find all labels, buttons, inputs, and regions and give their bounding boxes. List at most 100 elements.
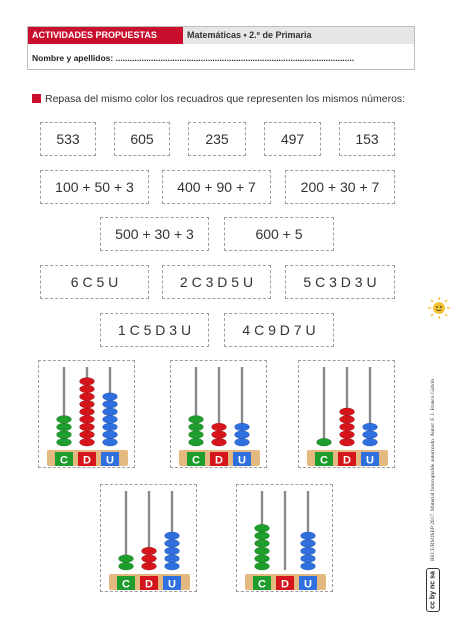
place-label-tile [315, 452, 333, 466]
place-label: C [258, 579, 266, 591]
abacus-bead [211, 422, 227, 432]
abacus-bead [141, 554, 157, 563]
place-label-tile [55, 452, 73, 466]
abacus-bead [339, 407, 355, 416]
abacus-bead [79, 407, 95, 416]
sum-box[interactable]: 200 + 30 + 7 [285, 170, 395, 204]
place-value-box[interactable]: 6 C 5 U [40, 265, 149, 299]
abacus-bead [79, 392, 95, 401]
place-label-tile [233, 452, 251, 466]
abacus-bead [79, 415, 95, 424]
place-label: D [215, 455, 223, 467]
abacus-bead [141, 546, 157, 556]
place-value-box[interactable]: 2 C 3 D 5 U [162, 265, 271, 299]
abacus-bead [79, 400, 95, 409]
abacus-bead [211, 430, 227, 439]
place-label: C [192, 455, 200, 467]
abacus-bead [300, 554, 316, 563]
abacus-bead [164, 531, 180, 540]
red-square-icon [32, 94, 41, 103]
abacus-bead [79, 438, 95, 447]
sum-box[interactable]: 600 + 5 [224, 217, 334, 251]
sum-box[interactable]: 100 + 50 + 3 [40, 170, 149, 204]
place-label-tile [117, 576, 135, 590]
abacus-bead [79, 384, 95, 394]
abacus-bead [118, 562, 134, 571]
abacus-bead [164, 562, 180, 571]
abacus-bead [188, 438, 204, 447]
abacus-bead [300, 539, 316, 548]
abacus-bead [339, 438, 355, 447]
abacus-bead [254, 539, 270, 548]
abacus-bead [339, 415, 355, 424]
place-label: D [281, 579, 289, 591]
abacus-bead [102, 407, 118, 416]
place-label-tile [299, 576, 317, 590]
abacus-bead [79, 422, 95, 432]
abacus-bead [316, 438, 332, 447]
abacus-bead [79, 377, 95, 386]
abacus-bead [211, 438, 227, 447]
number-box[interactable]: 153 [339, 122, 395, 156]
section-title: ACTIVIDADES PROPUESTAS [28, 27, 183, 44]
place-value-box[interactable]: 1 C 5 D 3 U [100, 313, 209, 347]
place-label: C [320, 455, 328, 467]
abacus-bead [164, 546, 180, 556]
number-box[interactable]: 235 [188, 122, 246, 156]
abacus-bead [56, 438, 72, 447]
abacus-bead [300, 531, 316, 540]
instruction-text: Repasa del mismo color los recuadros que… [45, 93, 406, 105]
place-label-tile [338, 452, 356, 466]
abacus-bead [234, 438, 250, 447]
place-value-box[interactable]: 5 C 3 D 3 U [285, 265, 395, 299]
worksheet-header: ACTIVIDADES PROPUESTAS Matemáticas • 2.º… [27, 26, 415, 70]
license-text: cc by nc sa [429, 571, 437, 609]
number-box[interactable]: 605 [114, 122, 170, 156]
place-label-tile [101, 452, 119, 466]
abacus-bead [102, 415, 118, 424]
place-label-tile [163, 576, 181, 590]
number-box[interactable]: 533 [40, 122, 96, 156]
place-label: U [106, 455, 114, 467]
place-label: U [304, 579, 312, 591]
number-box[interactable]: 497 [264, 122, 321, 156]
cc-license-badge: cc by nc sa [426, 568, 440, 612]
subject-title: Matemáticas • 2.º de Primaria [183, 27, 414, 44]
abacus-bead [164, 539, 180, 548]
abacus-bead [339, 430, 355, 439]
place-label: U [366, 455, 374, 467]
abacus-bead [102, 422, 118, 432]
abacus-bead [164, 554, 180, 563]
abacus-bead [56, 415, 72, 424]
sum-box[interactable]: 400 + 90 + 7 [162, 170, 271, 204]
abacus-bead [188, 415, 204, 424]
credit-text: RECURSOSEP 2017. Material fotocopiable a… [430, 379, 436, 561]
abacus-bead [102, 392, 118, 401]
sum-box[interactable]: 500 + 30 + 3 [100, 217, 209, 251]
place-value-box[interactable]: 4 C 9 D 7 U [224, 313, 334, 347]
place-label: D [83, 455, 91, 467]
abacus-bead [254, 562, 270, 571]
place-label: U [238, 455, 246, 467]
place-label-tile [276, 576, 294, 590]
place-label: C [122, 579, 130, 591]
place-label: U [168, 579, 176, 591]
name-field[interactable]: Nombre y apellidos: ....................… [32, 53, 355, 63]
abacus-bead [188, 422, 204, 432]
place-label: D [145, 579, 153, 591]
place-label-tile [78, 452, 96, 466]
abacus-bead [254, 524, 270, 533]
abacus-bead [79, 430, 95, 439]
place-label-tile [187, 452, 205, 466]
abacus-bead [141, 562, 157, 571]
abacus-bead [234, 422, 250, 432]
abacus-bead [102, 438, 118, 447]
